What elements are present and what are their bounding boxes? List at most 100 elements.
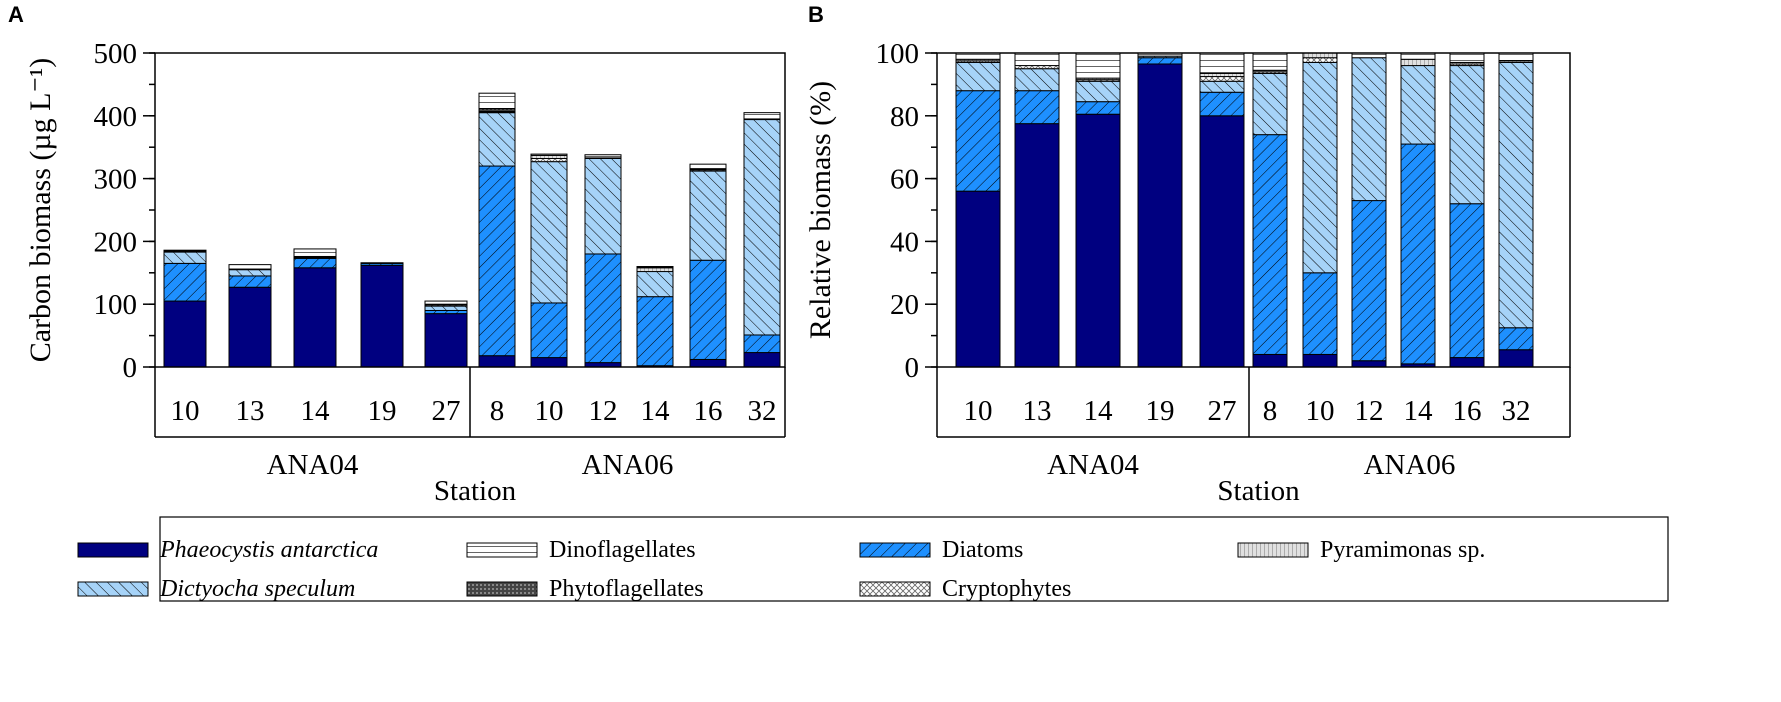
legend-swatch-phytoflagellates (466, 581, 538, 597)
bar-segment-phaeocystis (1137, 63, 1183, 368)
x-tick-label: 14 (1084, 395, 1114, 427)
bar-segment-dictyocha (1252, 72, 1288, 136)
y-axis-label: Carbon biomass (µg L⁻¹) (24, 58, 57, 363)
bar-segment-dictyocha (1199, 80, 1245, 93)
bar-segment-dinoflagellates (1014, 52, 1060, 67)
bar-segment-dictyocha (1302, 61, 1338, 274)
bar-segment-phaeocystis (1498, 349, 1534, 368)
bar-segment-dinoflagellates (424, 300, 468, 305)
bar-segment-phaeocystis (743, 352, 781, 368)
x-tick-label: 19 (1146, 395, 1175, 427)
bar-segment-dictyocha (424, 305, 468, 311)
legend-label-dictyocha: Dictyocha speculum (159, 576, 355, 602)
bar-segment-diatoms (636, 296, 674, 367)
legend-swatch-dictyocha (77, 581, 149, 597)
bar-segment-diatoms (293, 257, 337, 269)
panel-b-chart: 0 20 40 60 80 100 Relative biomass (%) 10 13 14 19… (804, 38, 1571, 507)
bar-segment-diatoms (1351, 200, 1387, 362)
y-tick-label: 0 (123, 352, 138, 384)
bar-segment-dinoflagellates (360, 262, 404, 264)
bar-segment-diatoms (1075, 101, 1121, 115)
bar-segment-diatoms (228, 275, 272, 288)
bar-segment-phaeocystis (478, 355, 516, 368)
bar-segment-dictyocha (163, 251, 207, 264)
bar-segment-diatoms (163, 262, 207, 302)
bar-segment-dinoflagellates (1252, 52, 1288, 71)
bar-segment-diatoms (1302, 272, 1338, 355)
legend-label-diatoms: Diatoms (942, 537, 1023, 563)
bar-segment-dictyocha (636, 271, 674, 298)
bar-segment-dinoflagellates (1400, 52, 1436, 60)
bar-segment-diatoms (1137, 57, 1183, 65)
bar-segment-dictyocha (1351, 57, 1387, 202)
bar-segment-diatoms (1199, 91, 1245, 117)
x-tick-label: 27 (1208, 395, 1237, 427)
group-label: ANA06 (1364, 449, 1456, 481)
panel-label-b: B (808, 2, 824, 27)
bar-segment-phaeocystis (360, 264, 404, 368)
y-tick-label: 80 (890, 101, 919, 133)
bar-segment-dinoflagellates (293, 248, 337, 257)
bar-segment-dinoflagellates (478, 92, 516, 110)
y-tick-label: 100 (94, 289, 138, 321)
bar-segment-pyramimonas (1400, 58, 1436, 67)
x-tick-label: 14 (301, 395, 331, 427)
legend-swatch-pyramimonas (1237, 542, 1309, 558)
bar-segment-dictyocha (478, 112, 516, 167)
bar-segment-dinoflagellates (1449, 52, 1485, 63)
x-tick-label: 16 (694, 395, 723, 427)
panel-a-chart: 0 100 200 300 400 500 Carbon biomass (µg L⁻¹) 1… (24, 38, 786, 507)
legend-label-phaeocystis: Phaeocystis antarctica (159, 537, 378, 563)
bar-segment-cryptophytes (1199, 76, 1245, 82)
y-tick-label: 20 (890, 289, 919, 321)
x-tick-label: 13 (1023, 395, 1052, 427)
bar-segment-dictyocha (955, 61, 1001, 92)
y-tick-label: 0 (905, 352, 920, 384)
bar-segment-diatoms (584, 253, 622, 364)
legend-swatch-diatoms (859, 542, 931, 558)
x-tick-label: 32 (1502, 395, 1531, 427)
bar-segment-dictyocha (1075, 80, 1121, 103)
x-tick-label: 16 (1453, 395, 1482, 427)
legend-swatch-cryptophytes (859, 581, 931, 597)
x-tick-label: 10 (171, 395, 200, 427)
group-label: ANA06 (582, 449, 674, 481)
group-label: ANA04 (1047, 449, 1139, 481)
bar-segment-phaeocystis (1302, 353, 1338, 368)
bar-segment-dinoflagellates (636, 266, 674, 268)
bar-segment-dictyocha (1400, 65, 1436, 145)
y-tick-label: 100 (876, 38, 920, 70)
bar-segment-cryptophytes (1302, 57, 1338, 63)
x-axis-label: Station (434, 475, 517, 507)
bar-segment-diatoms (1449, 203, 1485, 359)
x-tick-label: 32 (748, 395, 777, 427)
bar-segment-dictyocha (689, 170, 727, 261)
legend-label-pyramimonas: Pyramimonas sp. (1320, 537, 1485, 563)
x-tick-label: 10 (964, 395, 993, 427)
bar-segment-dictyocha (1449, 65, 1485, 205)
legend-swatch-phaeocystis (77, 542, 149, 558)
bar-segment-phaeocystis (1075, 113, 1121, 368)
legend-label-dinoflagellates: Dinoflagellates (549, 537, 696, 563)
bar-segment-dictyocha (584, 158, 622, 255)
bar-segment-dinoflagellates (163, 249, 207, 252)
y-tick-label: 40 (890, 226, 919, 258)
x-tick-label: 14 (641, 395, 671, 427)
legend-swatch-dinoflagellates (466, 542, 538, 558)
x-tick-label: 10 (535, 395, 564, 427)
bar-segment-dictyocha (743, 119, 781, 336)
bar-segment-dictyocha (228, 269, 272, 277)
x-tick-label: 8 (490, 395, 505, 427)
bar-segment-phaeocystis (1351, 360, 1387, 368)
x-tick-label: 8 (1263, 395, 1278, 427)
y-tick-label: 300 (94, 164, 138, 196)
legend-label-phytoflagellates: Phytoflagellates (549, 576, 704, 602)
bar-segment-phaeocystis (424, 313, 468, 368)
legend: Phaeocystis antarctica Dinoflagellates Dia… (77, 516, 1669, 602)
bar-segment-dinoflagellates (584, 154, 622, 159)
bar-segment-phaeocystis (955, 190, 1001, 368)
x-tick-label: 27 (432, 395, 461, 427)
bar-segment-dinoflagellates (1075, 52, 1121, 79)
